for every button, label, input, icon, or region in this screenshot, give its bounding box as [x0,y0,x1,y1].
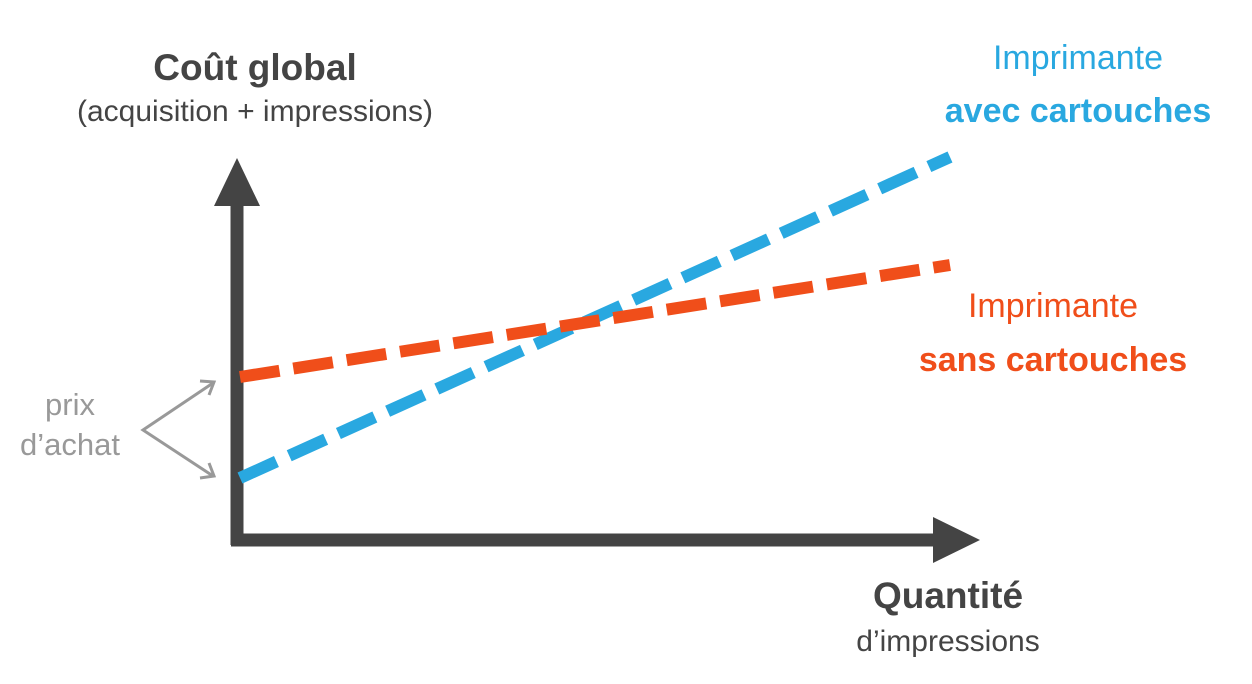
line-label-bold: avec cartouches [945,92,1212,130]
line-label: Imprimante [968,287,1138,325]
annotation-text: prix [45,387,95,422]
line-label: Imprimante [993,39,1163,77]
line-label-bold: sans cartouches [919,341,1187,379]
x-axis-arrow [933,517,980,563]
trend-line-without-cartridges [239,259,951,383]
x-axis-subtitle: d’impressions [856,625,1039,658]
y-axis-title: Coût global [153,47,356,88]
annotation-text: d’achat [20,427,120,462]
y-axis-subtitle: (acquisition + impressions) [77,95,433,128]
y-axis-arrow [214,158,260,206]
x-axis-title: Quantité [873,575,1023,616]
annotation-arrows [140,379,217,480]
